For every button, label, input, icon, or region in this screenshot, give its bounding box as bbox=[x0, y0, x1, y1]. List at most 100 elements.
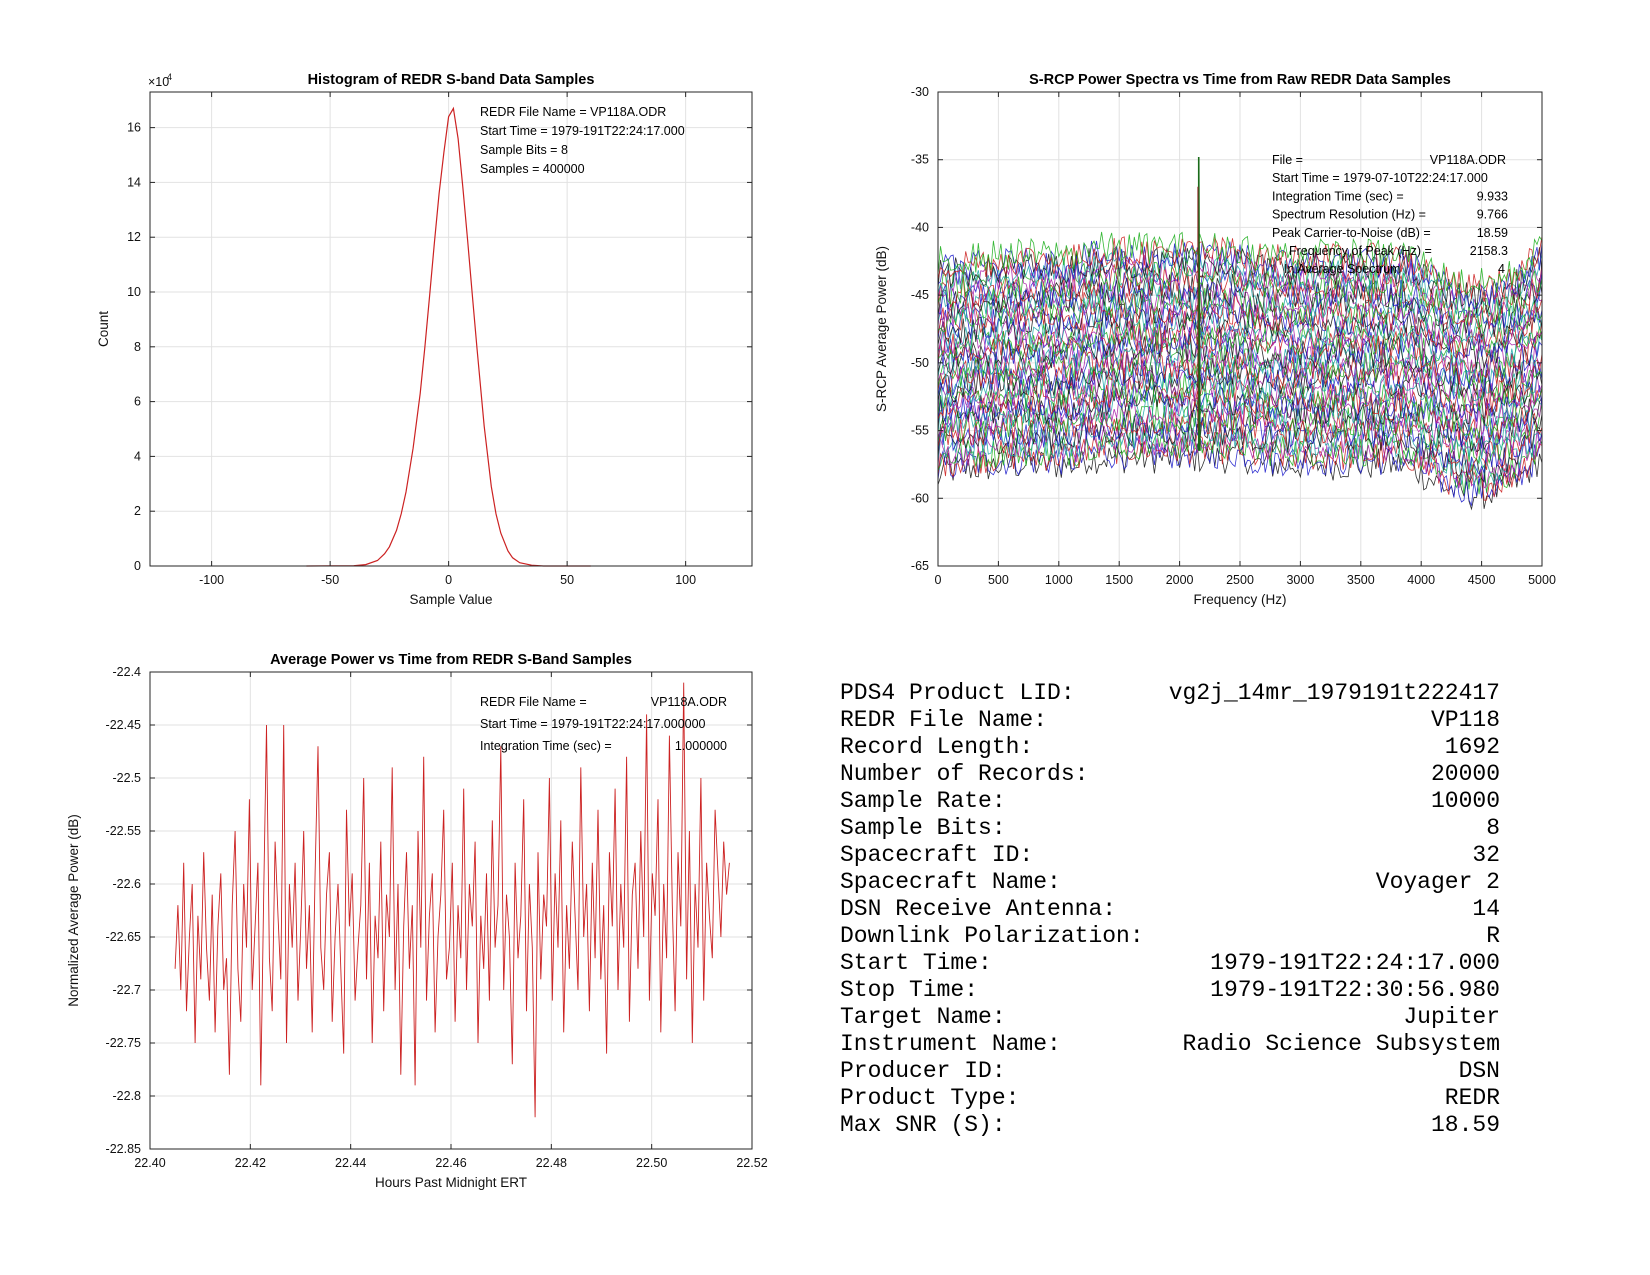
x-tick-label: 4500 bbox=[1468, 573, 1496, 587]
annotation-line: REDR File Name = VP118A.ODR bbox=[480, 105, 666, 119]
summary-row: Max SNR (S): 18.59 bbox=[840, 1112, 1500, 1139]
summary-value: 14 bbox=[1472, 896, 1500, 922]
summary-row: Start Time: 1979-191T22:24:17.000 bbox=[840, 950, 1500, 977]
summary-label: Downlink Polarization: bbox=[840, 923, 1144, 949]
x-tick-label: 3000 bbox=[1286, 573, 1314, 587]
summary-row: Number of Records: 20000 bbox=[840, 761, 1500, 788]
y-tick-label: -22.5 bbox=[113, 771, 142, 785]
x-tick-label: -100 bbox=[199, 573, 224, 587]
y-tick-label: -22.75 bbox=[106, 1036, 141, 1050]
summary-row: Product Type: REDR bbox=[840, 1085, 1500, 1112]
power-trace bbox=[174, 682, 730, 1118]
summary-row: Sample Rate: 10000 bbox=[840, 788, 1500, 815]
y-tick-label: -50 bbox=[911, 356, 929, 370]
summary-value: 10000 bbox=[1430, 788, 1500, 814]
y-tick-label: 10 bbox=[127, 285, 141, 299]
y-tick-label: -40 bbox=[911, 220, 929, 234]
y-tick-label: 2 bbox=[134, 504, 141, 518]
summary-label: Spacecraft ID: bbox=[840, 842, 1034, 868]
summary-label: Start Time: bbox=[840, 950, 992, 976]
exponent-power: 4 bbox=[167, 72, 172, 82]
summary-label: Sample Bits: bbox=[840, 815, 1006, 841]
y-tick-label: -35 bbox=[911, 153, 929, 167]
spectrum-trace bbox=[937, 282, 1543, 352]
histogram-plot: -100 -50 0 50 100 0 2 4 6 8 10 12 14 16 Histogram of R… bbox=[96, 72, 753, 607]
annotation-label: Start Time = 1979-07-10T22:24:17.000 bbox=[1272, 171, 1488, 185]
summary-row: Spacecraft ID: 32 bbox=[840, 842, 1500, 869]
x-tick-label: 2500 bbox=[1226, 573, 1254, 587]
annotation-value: 1.000000 bbox=[675, 739, 727, 753]
summary-row: Record Length: 1692 bbox=[840, 734, 1500, 761]
annotation-label: Integration Time (sec) = bbox=[1272, 189, 1404, 203]
y-tick-label: 4 bbox=[134, 449, 141, 463]
annotation-label: Start Time = 1979-191T22:24:17.000000 bbox=[480, 717, 706, 731]
x-tick-label: 22.48 bbox=[536, 1156, 567, 1170]
x-tick-label: 1000 bbox=[1045, 573, 1073, 587]
annotation-label: Frequency of Peak (Hz) = bbox=[1289, 244, 1432, 258]
summary-label: Record Length: bbox=[840, 734, 1034, 760]
summary-row: Target Name: Jupiter bbox=[840, 1004, 1500, 1031]
y-tick-label: -45 bbox=[911, 288, 929, 302]
summary-value: Voyager 2 bbox=[1375, 869, 1500, 895]
summary-label: Producer ID: bbox=[840, 1058, 1006, 1084]
annotation-label: File = bbox=[1272, 153, 1303, 167]
y-tick-label: 12 bbox=[127, 230, 141, 244]
spectrum-trace bbox=[937, 249, 1543, 318]
summary-label: Sample Rate: bbox=[840, 788, 1006, 814]
x-tick-label: 22.46 bbox=[435, 1156, 466, 1170]
x-tick-label: 22.40 bbox=[134, 1156, 165, 1170]
y-tick-label: -22.55 bbox=[106, 824, 141, 838]
summary-label: Stop Time: bbox=[840, 977, 979, 1003]
summary-value: 18.59 bbox=[1430, 1112, 1500, 1138]
summary-row: DSN Receive Antenna: 14 bbox=[840, 896, 1500, 923]
y-tick-label: -22.45 bbox=[106, 718, 141, 732]
annotation-line: Sample Bits = 8 bbox=[480, 143, 568, 157]
x-tick-label: 4000 bbox=[1407, 573, 1435, 587]
y-axis-label: Count bbox=[96, 311, 111, 347]
y-tick-label: 14 bbox=[127, 175, 141, 189]
y-tick-label: -22.6 bbox=[113, 877, 142, 891]
summary-label: Max SNR (S): bbox=[840, 1112, 1006, 1138]
x-tick-label: -50 bbox=[321, 573, 339, 587]
y-tick-label: -60 bbox=[911, 491, 929, 505]
summary-label: PDS4 Product LID: bbox=[840, 680, 1075, 706]
annotation-value: 2158.3 bbox=[1470, 244, 1508, 258]
spectrum-trace bbox=[937, 287, 1543, 354]
summary-label: Product Type: bbox=[840, 1085, 1020, 1111]
spectrum-trace bbox=[937, 324, 1543, 394]
chart-title: S-RCP Power Spectra vs Time from Raw RED… bbox=[1029, 72, 1451, 88]
annotation-label: Peak Carrier-to-Noise (dB) = bbox=[1272, 226, 1431, 240]
spectrum-trace bbox=[937, 361, 1543, 431]
y-tick-label: -30 bbox=[911, 85, 929, 99]
x-tick-label: 2000 bbox=[1166, 573, 1194, 587]
summary-label: Spacecraft Name: bbox=[840, 869, 1061, 895]
summary-value: DSN bbox=[1458, 1058, 1500, 1084]
y-tick-label: -22.85 bbox=[106, 1142, 141, 1156]
summary-row: Instrument Name: Radio Science Subsystem bbox=[840, 1031, 1500, 1058]
summary-value: 1979-191T22:30:56.980 bbox=[1210, 977, 1500, 1003]
chart-title: Histogram of REDR S-band Data Samples bbox=[308, 72, 595, 88]
summary-row: Downlink Polarization: R bbox=[840, 923, 1500, 950]
summary-label: REDR File Name: bbox=[840, 707, 1048, 733]
annotation-line: Samples = 400000 bbox=[480, 162, 585, 176]
x-tick-label: 3500 bbox=[1347, 573, 1375, 587]
y-tick-label: -22.4 bbox=[113, 665, 142, 679]
x-tick-label: 0 bbox=[445, 573, 452, 587]
y-tick-label: -22.65 bbox=[106, 930, 141, 944]
exponent-label: ×10 bbox=[148, 75, 169, 89]
summary-row: Stop Time: 1979-191T22:30:56.980 bbox=[840, 977, 1500, 1004]
summary-value: Radio Science Subsystem bbox=[1182, 1031, 1500, 1057]
summary-label: Target Name: bbox=[840, 1004, 1006, 1030]
y-axis-label: S-RCP Average Power (dB) bbox=[874, 246, 889, 412]
summary-row: Sample Bits: 8 bbox=[840, 815, 1500, 842]
x-tick-label: 50 bbox=[560, 573, 574, 587]
x-axis-label: Sample Value bbox=[409, 592, 492, 607]
plot-frame bbox=[149, 91, 753, 567]
summary-label: Number of Records: bbox=[840, 761, 1089, 787]
power-spectra-plot: 0 500 1000 1500 2000 2500 3000 3500 4000 4500 5000… bbox=[874, 72, 1556, 607]
y-tick-label: -55 bbox=[911, 424, 929, 438]
x-tick-label: 5000 bbox=[1528, 573, 1556, 587]
summary-value: 1979-191T22:24:17.000 bbox=[1210, 950, 1500, 976]
y-tick-label: 6 bbox=[134, 395, 141, 409]
x-tick-label: 0 bbox=[935, 573, 942, 587]
